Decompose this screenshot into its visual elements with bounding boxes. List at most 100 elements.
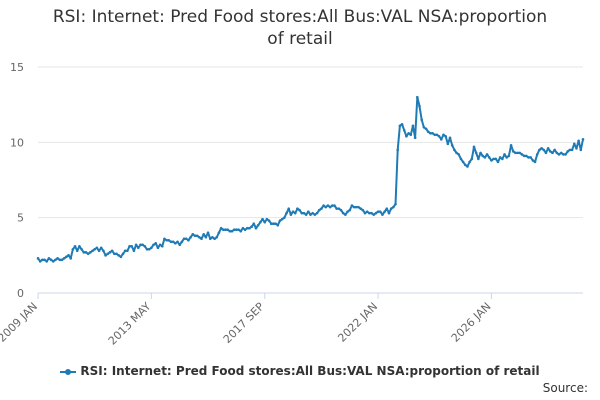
data-point (211, 235, 214, 239)
data-point (442, 133, 445, 137)
data-point (407, 131, 410, 135)
data-point (204, 235, 208, 239)
data-point (322, 204, 325, 207)
data-point (538, 148, 541, 152)
data-point (56, 257, 59, 260)
data-point (228, 229, 232, 233)
data-point (160, 244, 164, 248)
data-point (259, 220, 262, 224)
data-point (485, 153, 489, 156)
data-point (132, 249, 136, 253)
data-point (575, 147, 578, 150)
data-point (86, 252, 90, 256)
data-point (298, 208, 301, 212)
data-point (117, 254, 120, 257)
x-tick-label: 2022 JAN (335, 300, 380, 345)
data-point (426, 130, 430, 134)
data-point (341, 211, 345, 215)
data-point (232, 228, 236, 232)
data-point (494, 157, 498, 161)
data-point (243, 228, 247, 232)
data-point (420, 118, 423, 122)
data-point (398, 124, 402, 128)
data-point (429, 131, 432, 135)
data-point (224, 228, 227, 232)
data-point (193, 234, 197, 238)
y-tick-label: 5 (17, 212, 24, 225)
data-point (108, 251, 112, 254)
data-point (461, 160, 465, 164)
x-tick-label: 2009 JAN (0, 300, 40, 345)
data-point (396, 148, 400, 152)
data-point (365, 210, 369, 213)
data-point (418, 104, 421, 108)
data-point (171, 240, 175, 244)
data-point (507, 154, 511, 158)
x-tick-label: 2026 JAN (449, 300, 494, 345)
data-point (75, 249, 79, 253)
data-point (269, 222, 273, 225)
data-point (78, 244, 81, 248)
data-point (93, 248, 96, 251)
data-point (400, 122, 404, 126)
data-point (139, 243, 142, 247)
data-point (176, 240, 179, 244)
data-point (174, 241, 177, 245)
data-point (385, 207, 389, 210)
data-point (154, 241, 158, 245)
x-tick-label: 2013 MAY (106, 300, 154, 348)
chart-title: RSI: Internet: Pred Food stores:All Bus:… (0, 6, 600, 50)
data-point (359, 207, 362, 210)
data-point (487, 156, 491, 159)
data-point (67, 254, 70, 257)
data-point (152, 243, 155, 247)
data-point (43, 258, 46, 262)
data-point (389, 207, 393, 210)
data-point (102, 249, 105, 253)
data-point (169, 240, 173, 244)
data-point (134, 243, 138, 247)
data-point (333, 204, 336, 207)
data-point (296, 207, 299, 210)
data-point (145, 248, 149, 251)
legend-series-label: RSI: Internet: Pred Food stores:All Bus:… (80, 364, 540, 378)
data-point (503, 153, 506, 156)
data-point (163, 237, 166, 241)
data-point (278, 219, 282, 222)
legend[interactable]: RSI: Internet: Pred Food stores:All Bus:… (0, 364, 600, 378)
data-point (387, 211, 391, 215)
x-tick-label: 2017 SEP (221, 300, 267, 346)
data-point (69, 257, 72, 260)
data-point (222, 228, 225, 232)
data-point (130, 244, 134, 248)
data-point (219, 226, 223, 230)
data-point (324, 205, 328, 209)
data-point (559, 151, 563, 155)
data-point (320, 207, 323, 210)
data-point (82, 251, 86, 254)
data-point (490, 159, 493, 162)
data-point (352, 205, 356, 209)
data-point (557, 153, 561, 156)
y-tick-label: 15 (10, 61, 24, 74)
data-point (553, 148, 556, 152)
data-point (147, 248, 151, 251)
data-point (337, 207, 341, 210)
data-point (562, 153, 565, 156)
data-point (309, 213, 312, 216)
data-point (206, 231, 210, 235)
data-point (470, 157, 474, 161)
data-point (300, 211, 304, 215)
data-point (191, 232, 195, 236)
data-point (522, 154, 526, 158)
data-point (304, 213, 308, 216)
data-point (383, 210, 386, 213)
data-point (317, 208, 321, 212)
data-point (455, 151, 458, 155)
data-point (516, 151, 519, 155)
data-point (542, 148, 546, 152)
data-point (514, 151, 517, 155)
data-point (226, 228, 229, 232)
data-point (577, 139, 580, 143)
data-point (254, 226, 258, 230)
